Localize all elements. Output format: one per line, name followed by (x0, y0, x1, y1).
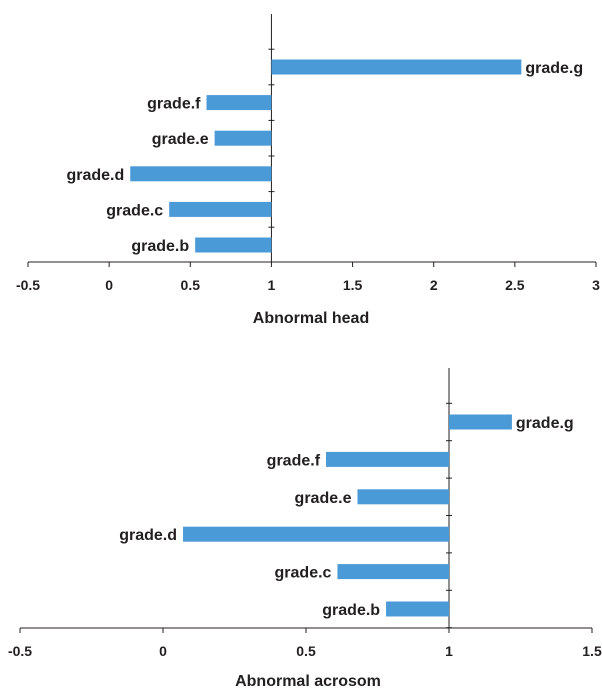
bar-grade-e (214, 130, 272, 146)
x-axis-title: Abnormal acrosom (235, 673, 381, 690)
bar-grade-d (183, 526, 449, 542)
x-tick-label: 2.5 (505, 277, 525, 293)
x-tick-label: 1 (268, 277, 276, 293)
chart-abnormal-acrosom: -0.5 0 0.5 1 1.5 grade.b grade.c grade.d grade.e… (8, 368, 602, 690)
x-tick-label: 0 (159, 643, 167, 659)
x-tick-label: 2 (430, 277, 438, 293)
bar-grade-g (271, 59, 522, 75)
x-tick-label: 0.5 (296, 643, 316, 659)
x-tick-label: 1.5 (343, 277, 363, 293)
bar-grade-e (357, 489, 449, 505)
bar-label-grade-e: grade.e (295, 490, 352, 507)
x-tick-label: 0.5 (181, 277, 201, 293)
bar-grade-d (130, 166, 272, 182)
bar-grade-c (169, 201, 272, 217)
chart-abnormal-head: -0.5 0 0.5 1 1.5 2 2.5 3 grade.b grade.c grade.d gr… (16, 14, 600, 327)
bar-label-grade-g: grade.g (516, 415, 574, 432)
x-tick-label: 1 (445, 643, 453, 659)
bar-label-grade-b: grade.b (131, 238, 189, 255)
bar-grade-b (195, 237, 272, 253)
bar-label-grade-f: grade.f (267, 452, 321, 469)
x-tick-label: -0.5 (8, 643, 32, 659)
bar-grade-f (326, 451, 449, 467)
bar-label-grade-g: grade.g (525, 60, 583, 77)
bar-label-grade-e: grade.e (152, 131, 209, 148)
x-axis-title: Abnormal head (253, 310, 369, 327)
bar-label-grade-c: grade.c (106, 202, 163, 219)
bar-grade-b (386, 601, 449, 617)
x-tick-label: 1.5 (582, 643, 602, 659)
bar-label-grade-d: grade.d (66, 167, 124, 184)
bar-grade-c (337, 564, 449, 580)
bar-label-grade-f: grade.f (147, 96, 201, 113)
bar-label-grade-c: grade.c (275, 565, 332, 582)
bar-label-grade-b: grade.b (322, 602, 380, 619)
bar-label-grade-d: grade.d (119, 527, 177, 544)
bar-grade-g (449, 414, 512, 430)
x-tick-label: 0 (105, 277, 113, 293)
x-tick-label: -0.5 (16, 277, 40, 293)
x-tick-label: 3 (592, 277, 600, 293)
bar-grade-f (206, 95, 272, 111)
